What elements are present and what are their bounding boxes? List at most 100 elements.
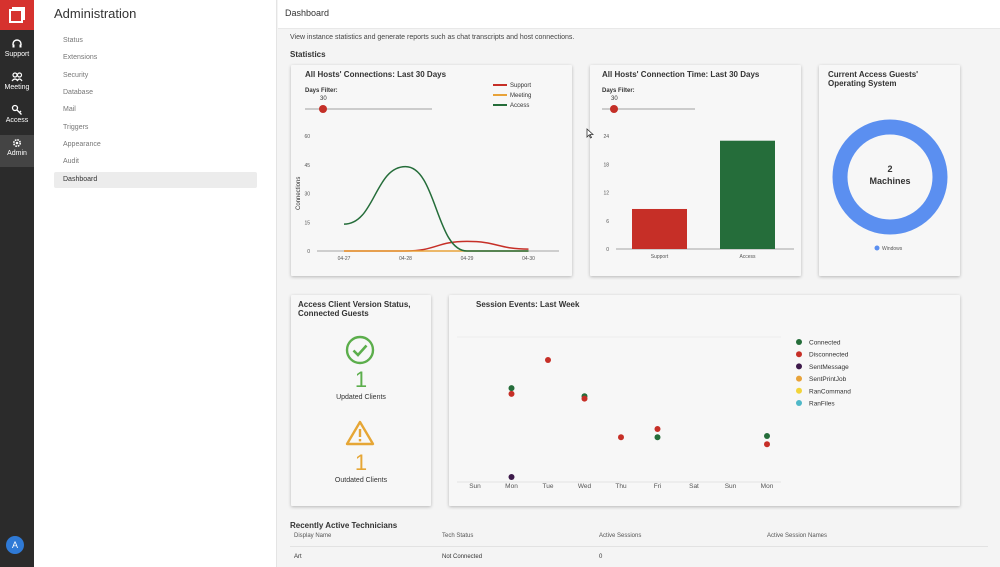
- connections-slider-thumb[interactable]: [319, 105, 327, 113]
- sidebar-item-database[interactable]: Database: [63, 89, 93, 96]
- x-tick-label: 04-30: [522, 256, 535, 262]
- sidebar-item-appearance[interactable]: Appearance: [63, 141, 101, 148]
- connection-time-card-title: All Hosts' Connection Time: Last 30 Days: [602, 70, 760, 79]
- column-header[interactable]: Active Sessions: [599, 533, 642, 539]
- legend-label: RanCommand: [809, 388, 851, 395]
- connections-days-slider[interactable]: [305, 108, 432, 110]
- x-tick-label: Sun: [725, 483, 737, 490]
- logo-icon: [9, 7, 25, 23]
- time-filter-value: 30: [611, 96, 618, 102]
- series-line-support: [344, 240, 529, 252]
- client-version-card-title: Access Client Version Status, Connected …: [298, 300, 411, 318]
- legend-label: Meeting: [510, 93, 532, 99]
- statistics-heading: Statistics: [290, 50, 326, 59]
- sidebar-item-extensions[interactable]: Extensions: [63, 54, 98, 61]
- warning-icon: [345, 420, 375, 446]
- sidebar-item-dashboard[interactable]: Dashboard: [54, 172, 257, 188]
- legend-swatch: [796, 363, 802, 370]
- connections-filter-label: Days Filter:: [305, 88, 338, 94]
- user-avatar[interactable]: A: [6, 536, 24, 554]
- session-events-scatter-chart: Sun Mon Tue Wed Thu Fri Sat Sun Mon Connected Disc…: [457, 336, 851, 490]
- column-header[interactable]: Tech Status: [442, 533, 474, 539]
- x-tick-label: Mon: [761, 483, 774, 490]
- point-connected: [764, 433, 770, 440]
- check-circle-icon: [345, 335, 375, 365]
- session-events-card-title: Session Events: Last Week: [476, 300, 580, 309]
- point-disconnected: [764, 441, 770, 448]
- os-donut-chart: 2 Machines Windows: [832, 119, 948, 252]
- legend-meeting: Meeting: [493, 93, 531, 99]
- legend-windows-swatch: [874, 245, 880, 251]
- legend-label: Disconnected: [809, 352, 849, 359]
- breadcrumb: Dashboard: [285, 8, 330, 18]
- x-tick-label: Thu: [615, 483, 627, 490]
- bar-access: [720, 140, 775, 249]
- table-divider: [290, 546, 988, 547]
- sidebar-item-security[interactable]: Security: [63, 72, 89, 79]
- people-icon: [11, 72, 23, 82]
- app-logo[interactable]: [0, 0, 34, 30]
- page-header: Dashboard: [278, 0, 1000, 29]
- time-days-slider[interactable]: [602, 108, 695, 110]
- connections-card-title: All Hosts' Connections: Last 30 Days: [305, 70, 447, 79]
- sidebar-item-triggers[interactable]: Triggers: [63, 124, 89, 131]
- y-tick-label: 0: [307, 249, 310, 255]
- point-disconnected: [508, 390, 515, 397]
- technicians-heading: Recently Active Technicians: [290, 521, 398, 530]
- x-tick-label: Fri: [654, 483, 662, 490]
- session-events-card: Session Events: Last Week Sun Mon Tue Wed Th…: [449, 295, 960, 506]
- version-title-line1: Access Client Version Status,: [298, 300, 411, 309]
- os-card: Current Access Guests' Operating System …: [819, 65, 960, 276]
- donut-slice-windows: [832, 119, 948, 235]
- os-card-title: Current Access Guests' Operating System: [828, 70, 918, 88]
- x-tick-label: 04-27: [338, 256, 351, 262]
- legend-swatch: [493, 94, 507, 97]
- rail-access[interactable]: Access: [0, 102, 34, 134]
- os-title-line2: Operating System: [828, 79, 897, 88]
- legend-swatch: [796, 400, 802, 406]
- table-cell-display-name[interactable]: Art: [294, 554, 302, 560]
- rail-support-label: Support: [4, 51, 30, 58]
- sidebar-item-audit[interactable]: Audit: [63, 158, 79, 165]
- updated-label: Updated Clients: [336, 394, 386, 401]
- app-rail: Support Meeting Access Admin A: [0, 0, 34, 567]
- legend-swatch: [493, 104, 507, 107]
- x-tick-label: Wed: [578, 483, 592, 490]
- sidebar-item-mail[interactable]: Mail: [63, 106, 76, 113]
- legend-support: Support: [493, 83, 531, 89]
- legend-access: Access: [493, 103, 529, 109]
- os-title-line1: Current Access Guests': [828, 70, 919, 79]
- outdated-label: Outdated Clients: [334, 477, 388, 484]
- connections-filter-value: 30: [320, 96, 327, 102]
- point-connected: [508, 385, 515, 392]
- mouse-cursor-icon: [586, 128, 594, 139]
- x-tick-label: 04-28: [399, 256, 412, 262]
- column-header[interactable]: Active Session Names: [767, 533, 828, 539]
- legend-swatch: [796, 375, 802, 382]
- x-tick-label: Mon: [505, 483, 518, 490]
- y-tick-label: 15: [304, 220, 310, 226]
- point-disconnected: [545, 357, 551, 363]
- legend-swatch: [796, 339, 802, 345]
- y-tick-label: 30: [304, 192, 310, 198]
- rail-meeting[interactable]: Meeting: [0, 69, 34, 101]
- rail-admin[interactable]: Admin: [0, 135, 34, 167]
- legend-label: Access: [510, 103, 530, 109]
- sidebar-item-status[interactable]: Status: [63, 37, 83, 44]
- column-header[interactable]: Display Name: [294, 533, 332, 539]
- rail-support[interactable]: Support: [0, 36, 34, 68]
- connections-line-chart: Connections 0 15 30 45 60 04-27 04-28 04-29 04-3…: [296, 134, 559, 262]
- donut-count: 2: [887, 164, 892, 174]
- legend-swatch: [796, 387, 802, 394]
- time-slider-thumb[interactable]: [610, 105, 618, 113]
- table-cell-tech-status: Not Connected: [442, 554, 483, 560]
- y-tick-label: 12: [603, 191, 609, 197]
- legend-label: Connected: [809, 340, 841, 347]
- y-tick-label: 24: [603, 134, 609, 140]
- point-disconnected: [654, 426, 661, 433]
- x-tick-label: 04-29: [461, 256, 474, 262]
- series-line-access: [343, 165, 529, 252]
- donut-label: Machines: [869, 176, 910, 186]
- version-title-line2: Connected Guests: [298, 309, 369, 318]
- connection-time-bar-chart: 0 6 12 18 24 Support Access: [603, 134, 794, 260]
